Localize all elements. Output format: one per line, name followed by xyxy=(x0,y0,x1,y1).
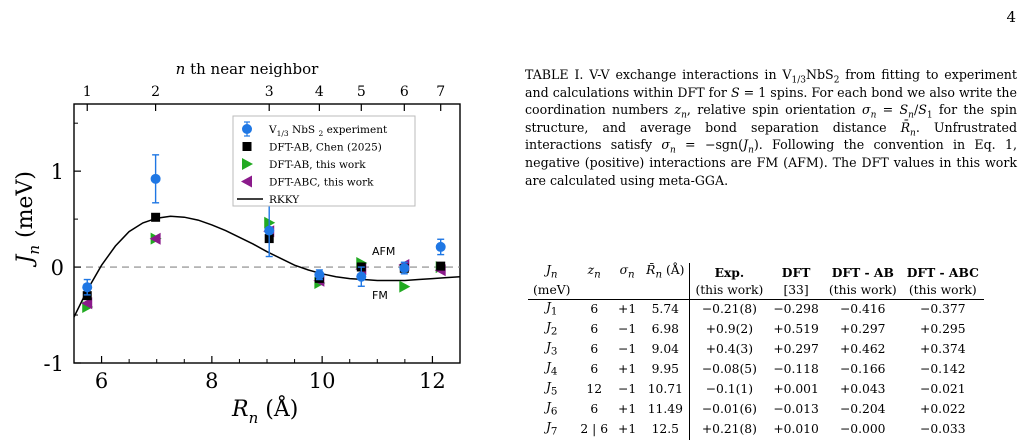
table-header: Exp. xyxy=(714,265,745,281)
top-tick-label: 4 xyxy=(315,84,324,100)
x-tick-label: 10 xyxy=(309,369,336,393)
y-tick-label: -1 xyxy=(44,352,64,376)
y-tick-label: 1 xyxy=(51,160,64,184)
table-subheader: [33] xyxy=(768,283,824,300)
legend-box xyxy=(232,115,416,207)
table-row: J1 6 +1 5.74 −0.21(8) −0.298 −0.416 −0.377 xyxy=(528,299,984,320)
top-axis-label: n th near neighbor xyxy=(176,60,320,78)
top-tick-label: 5 xyxy=(357,84,366,100)
table-header: Jn xyxy=(545,263,558,281)
table-row: J6 6 +1 11.49 −0.01(6) −0.013 −0.204 +0.022 xyxy=(528,399,984,420)
table-row: J5 12 −1 10.71 −0.1(1) +0.001 +0.043 −0.021 xyxy=(528,379,984,400)
legend-entry: DFT-ABC, this work xyxy=(269,177,374,189)
x-tick-label: 6 xyxy=(95,369,108,393)
x-tick-label: 12 xyxy=(419,369,446,393)
table-caption: TABLE I. V-V exchange interactions in V1… xyxy=(525,67,1018,188)
table-header: σn xyxy=(619,263,635,281)
table-subheader: (this work) xyxy=(823,283,902,300)
afm-label: AFM xyxy=(372,245,395,258)
data-point-triangle-left xyxy=(81,297,93,310)
data-point-triangle-left xyxy=(149,232,161,245)
rkky-curve xyxy=(74,215,460,318)
table-header: DFT - AB xyxy=(831,265,894,281)
legend-entry: RKKY xyxy=(269,194,300,206)
table-subheader xyxy=(641,283,691,300)
table-header: zn xyxy=(587,263,601,281)
table-header: DFT xyxy=(781,265,811,281)
legend-marker xyxy=(241,175,252,188)
top-tick-label: 3 xyxy=(265,84,274,100)
legend-marker xyxy=(242,142,252,151)
y-tick-label: 0 xyxy=(51,256,64,280)
data-point-circle xyxy=(82,282,93,293)
table-row: J3 6 −1 9.04 +0.4(3) +0.297 +0.462 +0.374 xyxy=(528,339,984,360)
data-point-circle xyxy=(435,241,446,252)
top-tick-label: 6 xyxy=(400,84,409,100)
table-subheader xyxy=(613,283,642,300)
table-header: R̄n (Å) xyxy=(641,263,691,284)
table-row: J2 6 −1 6.98 +0.9(2) +0.519 +0.297 +0.295 xyxy=(528,319,984,340)
data-point-circle xyxy=(356,271,367,282)
table-subheader: (this work) xyxy=(689,283,769,300)
table-subheader: (meV) xyxy=(528,283,576,300)
x-axis-label: Rn (Å) xyxy=(231,394,298,426)
y-axis-label: Jn (meV) xyxy=(13,171,43,267)
data-point-square xyxy=(436,261,446,271)
table-row: J7 2 | 6 +1 12.5 +0.21(8) +0.010 −0.000 −0.033 xyxy=(528,419,984,440)
legend-marker xyxy=(242,124,252,134)
data-point-square xyxy=(82,291,92,301)
data-point-circle xyxy=(314,269,325,280)
top-tick-label: 2 xyxy=(151,84,160,100)
page-number: 4 xyxy=(1006,8,1016,26)
legend-entry: DFT-AB, this work xyxy=(269,159,366,171)
top-tick-label: 1 xyxy=(83,84,92,100)
legend-entry: V1/3 NbS 2 experiment xyxy=(268,124,388,138)
top-tick-label: 7 xyxy=(436,84,445,100)
data-point-circle xyxy=(264,225,275,236)
legend-entry: DFT-AB, Chen (2025) xyxy=(269,142,382,154)
data-point-circle xyxy=(399,263,410,274)
table-row: J4 6 +1 9.95 −0.08(5) −0.118 −0.166 −0.142 xyxy=(528,359,984,380)
table-subheader xyxy=(575,283,614,300)
data-point-square xyxy=(151,212,161,222)
table-subheader: (this work) xyxy=(901,283,984,300)
table-header: DFT - ABC xyxy=(906,265,979,281)
x-tick-label: 8 xyxy=(205,369,218,393)
data-point-triangle-right xyxy=(399,280,411,293)
data-point-circle xyxy=(150,173,161,184)
fm-label: FM xyxy=(372,289,388,302)
exchange-table: Jn zn σn R̄n (Å) Exp. DFT DFT - AB DFT - ABC (m… xyxy=(528,263,984,440)
legend-marker xyxy=(242,158,253,170)
